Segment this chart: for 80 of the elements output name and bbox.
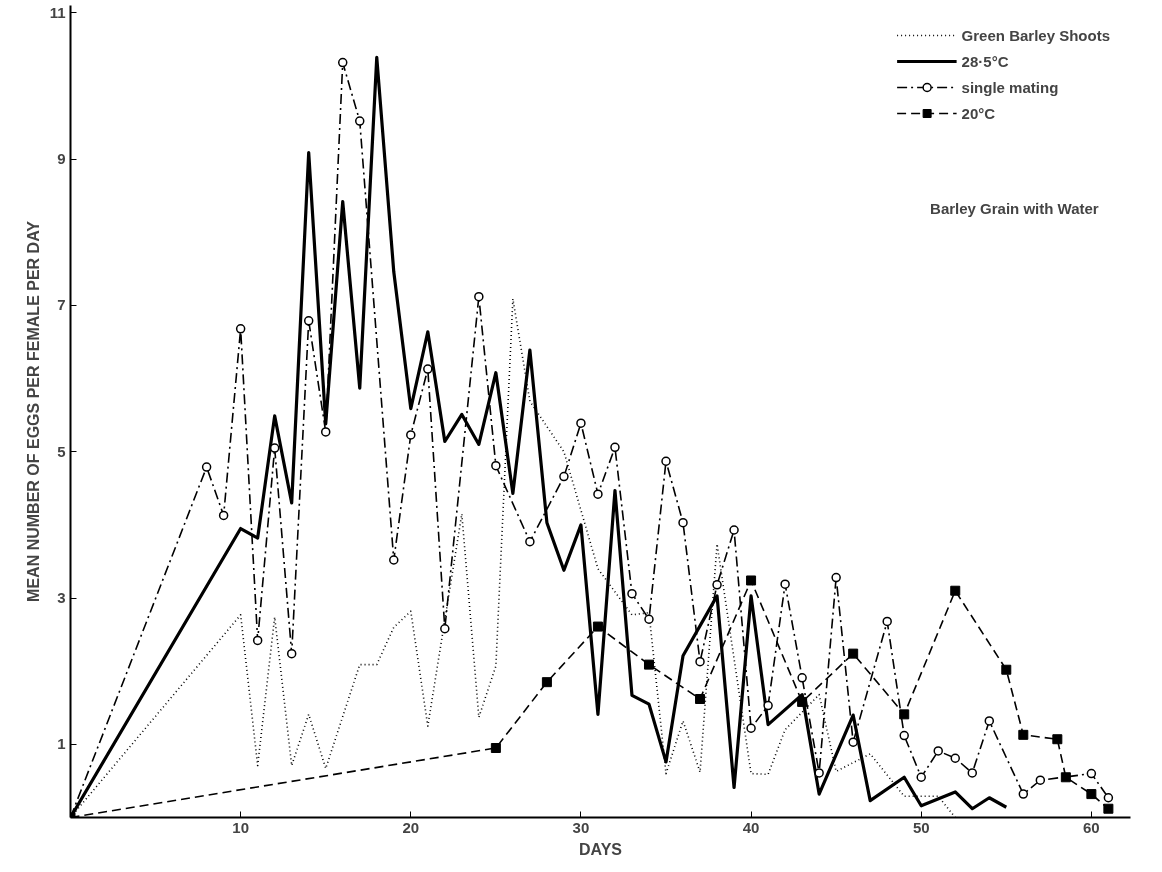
x-tick-label: 30 bbox=[572, 818, 590, 836]
point bbox=[916, 772, 926, 783]
x-tick-label: 10 bbox=[232, 818, 249, 836]
point bbox=[950, 753, 960, 763]
point bbox=[899, 709, 910, 720]
annotation: Barley Grain with Water bbox=[930, 199, 1099, 217]
point bbox=[1103, 803, 1114, 814]
point bbox=[848, 737, 858, 747]
legend-label: 28·5°C bbox=[961, 52, 1009, 70]
y-axis-title: MEAN NUMBER OF EGGS PER FEMALE PER DAY bbox=[24, 220, 42, 602]
point bbox=[933, 746, 943, 756]
point bbox=[1060, 772, 1071, 783]
point bbox=[1001, 664, 1012, 675]
y-tick-label: 1 bbox=[57, 735, 66, 753]
y-tick-label: 5 bbox=[57, 442, 66, 460]
point bbox=[1103, 793, 1114, 803]
point bbox=[1086, 789, 1097, 800]
y-tick-label: 9 bbox=[57, 150, 66, 168]
point bbox=[337, 57, 348, 68]
point bbox=[252, 635, 263, 646]
point bbox=[440, 624, 450, 634]
point bbox=[525, 536, 535, 547]
point bbox=[695, 656, 705, 667]
point bbox=[780, 579, 790, 589]
point bbox=[1035, 775, 1046, 785]
y-tick-label: 11 bbox=[49, 3, 66, 21]
point bbox=[899, 730, 909, 741]
point bbox=[950, 585, 961, 596]
x-tick-label: 60 bbox=[1083, 818, 1100, 836]
point bbox=[984, 716, 995, 726]
x-tick-label: 20 bbox=[402, 818, 420, 836]
point bbox=[541, 677, 552, 688]
point bbox=[746, 575, 757, 586]
point bbox=[678, 517, 688, 528]
point bbox=[218, 510, 229, 521]
point bbox=[882, 616, 892, 627]
point bbox=[644, 614, 654, 624]
point bbox=[661, 456, 671, 466]
point bbox=[695, 693, 706, 704]
point bbox=[1052, 734, 1063, 745]
y-tick-label: 3 bbox=[57, 589, 66, 607]
point bbox=[201, 462, 212, 472]
x-tick-label: 50 bbox=[912, 818, 930, 836]
x-tick-label: 40 bbox=[742, 818, 760, 836]
point bbox=[286, 648, 297, 659]
point bbox=[491, 460, 501, 471]
point bbox=[763, 700, 773, 711]
point bbox=[406, 430, 416, 440]
legend-label: Green Barley Shoots bbox=[961, 26, 1110, 44]
point bbox=[967, 768, 978, 778]
point bbox=[235, 324, 246, 334]
point bbox=[355, 116, 365, 126]
point bbox=[303, 316, 314, 326]
point bbox=[576, 418, 586, 428]
point bbox=[320, 427, 331, 437]
point bbox=[746, 723, 756, 733]
point bbox=[1018, 789, 1029, 799]
point bbox=[797, 673, 807, 683]
point bbox=[1086, 768, 1097, 779]
legend-label: single mating bbox=[961, 78, 1059, 96]
point bbox=[627, 588, 637, 599]
point bbox=[593, 489, 603, 499]
point bbox=[831, 572, 841, 583]
y-tick-label: 7 bbox=[57, 296, 66, 314]
point bbox=[848, 648, 859, 659]
point bbox=[814, 768, 824, 778]
point bbox=[423, 364, 433, 374]
point bbox=[610, 442, 620, 453]
point bbox=[389, 555, 399, 565]
point bbox=[559, 471, 569, 482]
point bbox=[729, 525, 739, 535]
x-axis-title: DAYS bbox=[579, 840, 623, 858]
point bbox=[797, 696, 808, 707]
point bbox=[592, 621, 603, 632]
point bbox=[1018, 729, 1029, 740]
point bbox=[643, 659, 654, 670]
point bbox=[712, 580, 722, 590]
legend-label: 20°C bbox=[961, 104, 996, 122]
point bbox=[490, 743, 501, 753]
point bbox=[474, 291, 484, 302]
